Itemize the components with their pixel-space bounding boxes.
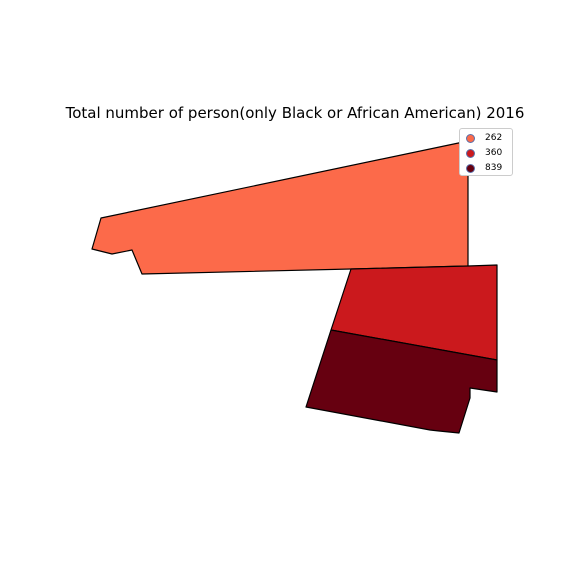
legend-label-839: 839 [485,161,502,176]
legend-item-360: 360 [466,146,512,161]
legend-label-262: 262 [485,131,502,146]
legend-item-839: 839 [466,161,512,176]
legend-marker-839 [466,164,475,173]
legend: 262 360 839 [459,128,513,176]
legend-label-360: 360 [485,146,502,161]
region-262 [92,141,468,274]
legend-item-262: 262 [466,131,512,146]
legend-marker-360 [466,149,475,158]
legend-marker-262 [466,134,475,143]
